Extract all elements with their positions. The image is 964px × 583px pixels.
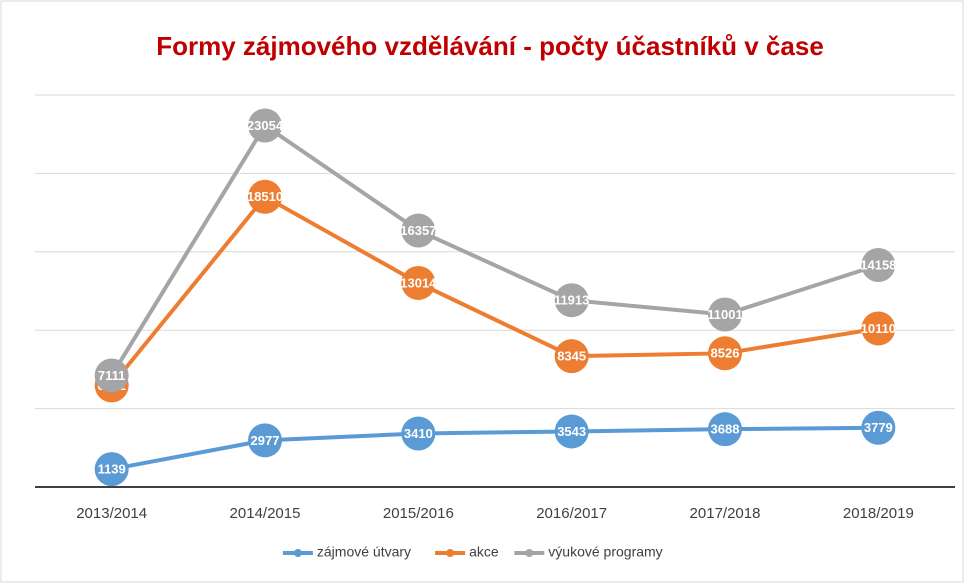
series-line — [111, 425, 879, 472]
x-tick-label: 2015/2016 — [383, 505, 454, 522]
legend-label: akce — [469, 544, 499, 560]
data-point — [861, 311, 896, 346]
legend-swatch-dot — [293, 549, 302, 557]
x-tick-label: 2018/2019 — [843, 505, 914, 522]
chart-title: Formy zájmového vzdělávání - počty účast… — [156, 31, 824, 61]
data-point — [708, 336, 742, 371]
data-label: 8526 — [711, 346, 740, 361]
data-label: 1139 — [98, 462, 126, 477]
data-point — [248, 423, 282, 458]
data-point — [94, 358, 129, 393]
data-label: 3779 — [864, 420, 893, 435]
data-label: 11913 — [554, 293, 589, 308]
x-tick-label: 2017/2018 — [690, 505, 761, 522]
x-tick-label: 2014/2015 — [230, 505, 301, 522]
data-label: 3410 — [404, 426, 433, 441]
data-point — [861, 248, 896, 283]
x-tick-label: 2016/2017 — [536, 505, 607, 522]
data-point — [248, 108, 282, 143]
legend-swatch-dot — [446, 549, 455, 557]
data-point — [554, 339, 589, 374]
data-label: 10110 — [861, 321, 896, 336]
legend-label: zájmové útvary — [317, 544, 411, 560]
data-point — [401, 416, 436, 451]
data-point — [554, 283, 589, 318]
data-label: 16357 — [400, 223, 436, 238]
data-label: 18510 — [247, 189, 283, 204]
x-tick-label: 2013/2014 — [76, 505, 147, 522]
data-label: 7111 — [98, 368, 126, 383]
data-point — [554, 414, 589, 449]
data-point — [401, 265, 436, 300]
data-point — [861, 410, 896, 445]
data-point — [708, 297, 742, 332]
data-label: 14158 — [860, 257, 896, 272]
data-label: 3688 — [711, 422, 740, 437]
legend-swatch-dot — [525, 549, 534, 557]
series-line — [110, 194, 879, 387]
data-point — [708, 412, 742, 447]
data-point — [94, 452, 129, 487]
data-label: 23054 — [247, 118, 284, 133]
data-label: 2977 — [251, 433, 280, 448]
data-point — [401, 213, 436, 248]
data-label: 13014 — [400, 275, 437, 290]
data-label: 3543 — [557, 424, 586, 439]
legend-label: výukové programy — [548, 544, 662, 560]
series-line — [109, 122, 879, 377]
data-point — [248, 179, 282, 214]
data-label: 11001 — [707, 307, 742, 322]
data-label: 8345 — [557, 349, 586, 364]
